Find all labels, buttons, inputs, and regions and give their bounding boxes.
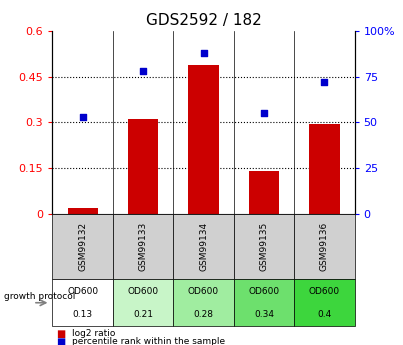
Point	[200, 50, 207, 56]
Text: ■: ■	[56, 329, 66, 338]
Text: OD600: OD600	[127, 287, 159, 296]
Text: 0.34: 0.34	[254, 309, 274, 319]
Text: GSM99133: GSM99133	[139, 222, 147, 271]
Text: 0.13: 0.13	[73, 309, 93, 319]
Text: ■: ■	[56, 337, 66, 345]
Text: percentile rank within the sample: percentile rank within the sample	[72, 337, 225, 345]
Text: GSM99135: GSM99135	[260, 222, 268, 271]
Text: GSM99132: GSM99132	[78, 222, 87, 271]
Text: log2 ratio: log2 ratio	[72, 329, 115, 338]
Bar	[128, 119, 158, 214]
Text: growth protocol: growth protocol	[4, 292, 75, 301]
Bar	[249, 171, 279, 214]
Bar	[189, 65, 219, 214]
Text: 0.4: 0.4	[317, 309, 332, 319]
Text: OD600: OD600	[188, 287, 219, 296]
Point	[261, 110, 267, 116]
Text: OD600: OD600	[248, 287, 280, 296]
Title: GDS2592 / 182: GDS2592 / 182	[145, 13, 262, 29]
Point	[140, 69, 146, 74]
Point	[79, 114, 86, 120]
Bar	[310, 124, 339, 214]
Bar	[68, 208, 98, 214]
Text: 0.21: 0.21	[133, 309, 153, 319]
Text: GSM99136: GSM99136	[320, 222, 329, 271]
Text: OD600: OD600	[309, 287, 340, 296]
Point	[321, 79, 328, 85]
Text: OD600: OD600	[67, 287, 98, 296]
Text: GSM99134: GSM99134	[199, 222, 208, 271]
Text: 0.28: 0.28	[193, 309, 214, 319]
